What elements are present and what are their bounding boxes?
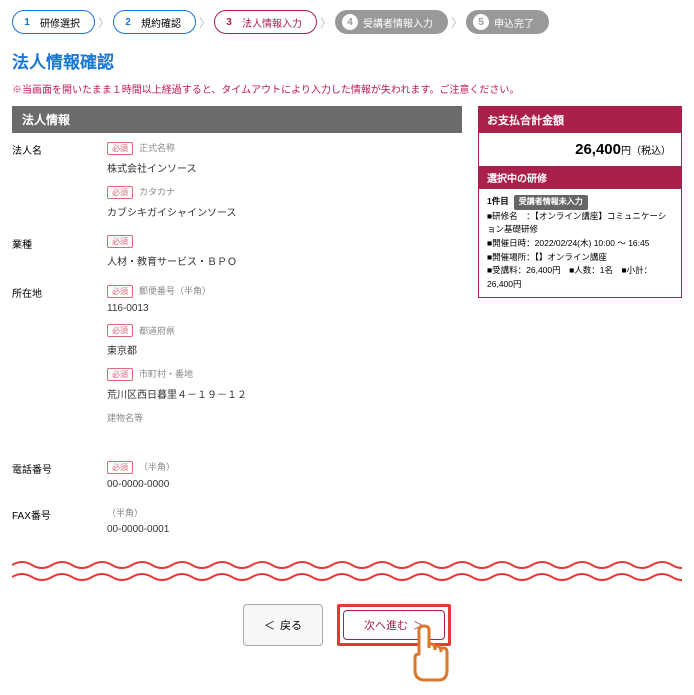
chevron-left-icon: ＜ [264,617,275,633]
company-name-value: 株式会社インソース [107,160,462,175]
field-tel: 電話番号 必須（半角） 00-0000-0000 [12,452,462,498]
required-badge: 必須 [107,285,133,298]
step-4: 4受講者情報入力 [335,10,448,34]
progress-steps: 1研修選択 〉 2規約確認 〉 3法人情報入力 〉 4受講者情報入力 〉 5申込… [12,10,682,34]
tel-value: 00-0000-0000 [107,479,462,490]
next-button[interactable]: 次へ進む＞ [343,610,445,640]
chevron-right-icon: 〉 [320,14,332,31]
field-fax: FAX番号 （半角） 00-0000-0001 [12,498,462,543]
zip-value: 116-0013 [107,303,462,314]
total-amount: 26,400円（税込） [479,133,681,166]
page-title: 法人情報確認 [12,48,682,73]
chevron-right-icon: 〉 [451,14,463,31]
chevron-right-icon: ＞ [413,617,424,633]
main-form: 法人情報 法人名 必須正式名称 株式会社インソース 必須カタカナ カブシキガイシ… [12,106,462,543]
timeout-warning: ※当画面を開いたまま１時間以上経過すると、タイムアウトにより入力した情報が失われ… [12,83,682,98]
required-badge: 必須 [107,235,133,248]
wave-divider [12,559,682,588]
city-value: 荒川区西日暮里４－１９－１２ [107,386,462,401]
total-header: お支払合計金額 [479,107,681,133]
sidebar: お支払合計金額 26,400円（税込） 選択中の研修 1件目受講者情報未入力 ■… [478,106,682,543]
field-industry: 業種 必須 人材・教育サービス・ＢＰＯ [12,227,462,276]
required-badge: 必須 [107,142,133,155]
fax-value: 00-0000-0001 [107,524,462,535]
section-header: 法人情報 [12,106,462,133]
highlight-frame: 次へ進む＞ [337,604,451,646]
selected-header: 選択中の研修 [479,166,681,189]
field-address: 所在地 必須郵便番号（半角） 116-0013 必須都道府県 東京都 必須市町村… [12,276,462,433]
company-kana-value: カブシキガイシャインソース [107,204,462,219]
required-badge: 必須 [107,186,133,199]
required-badge: 必須 [107,324,133,337]
back-button[interactable]: ＜戻る [243,604,323,646]
selected-details: 1件目受講者情報未入力 ■研修名 ：【オンライン講座】コミュニケーション基礎研修… [479,189,681,297]
industry-value: 人材・教育サービス・ＢＰＯ [107,253,462,268]
step-5: 5申込完了 [466,10,549,34]
chevron-right-icon: 〉 [199,14,211,31]
step-3: 3法人情報入力 [214,10,317,34]
field-company-name: 法人名 必須正式名称 株式会社インソース 必須カタカナ カブシキガイシャインソー… [12,133,462,227]
step-2: 2規約確認 [113,10,196,34]
status-badge: 受講者情報未入力 [514,195,588,210]
required-badge: 必須 [107,461,133,474]
button-row: ＜戻る 次へ進む＞ [12,604,682,646]
required-badge: 必須 [107,368,133,381]
chevron-right-icon: 〉 [98,14,110,31]
step-1: 1研修選択 [12,10,95,34]
pref-value: 東京都 [107,342,462,357]
